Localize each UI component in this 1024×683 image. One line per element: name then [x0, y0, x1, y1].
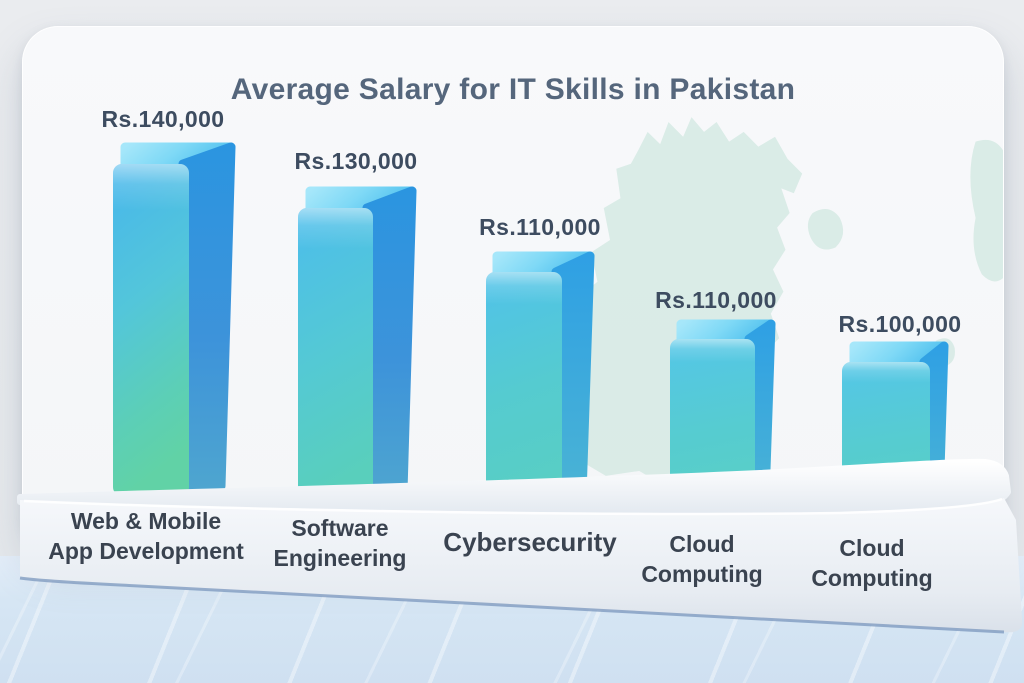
chart-title: Average Salary for IT Skills in Pakistan — [230, 73, 796, 106]
category-line: Cybersecurity — [443, 527, 617, 557]
category-label: Cybersecurity — [443, 526, 616, 560]
chart-card: Average Salary for IT Skills in Pakistan — [22, 26, 1004, 550]
category-line: Cloud — [839, 535, 905, 561]
category-line: Engineering — [273, 544, 407, 571]
category-line: Computing — [641, 560, 763, 587]
bar-value-label: Rs.130,000 — [294, 148, 418, 174]
category-line: App Development — [48, 537, 244, 564]
category-label: Software Engineering — [274, 514, 407, 574]
bar-value-label: Rs.110,000 — [655, 287, 777, 313]
bar-value-label: Rs.110,000 — [479, 214, 601, 240]
category-label: Cloud Computing — [641, 530, 762, 590]
category-label: Cloud Computing — [811, 534, 932, 594]
category-line: Web & Mobile — [70, 508, 222, 534]
bar-value-label: Rs.140,000 — [101, 106, 225, 132]
category-line: Cloud — [669, 531, 735, 557]
category-label: Web & Mobile App Development — [48, 507, 244, 567]
category-line: Software — [291, 515, 389, 541]
category-line: Computing — [811, 564, 933, 591]
bar-value-label: Rs.100,000 — [838, 311, 962, 337]
